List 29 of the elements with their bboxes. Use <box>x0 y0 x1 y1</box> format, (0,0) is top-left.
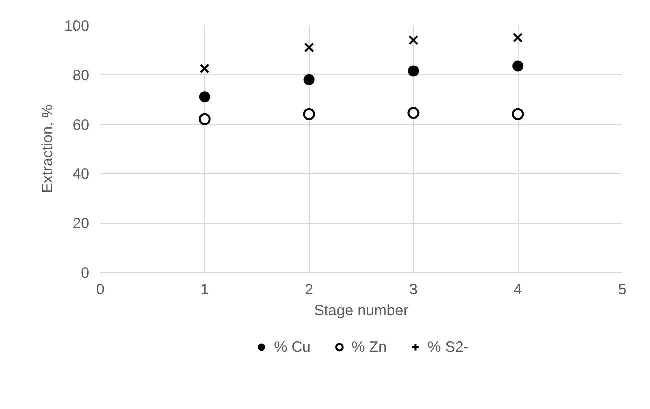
y-tick-label: 100 <box>64 18 90 35</box>
x-tick-label: 2 <box>305 282 314 298</box>
point <box>198 113 211 126</box>
y-tick-label: 0 <box>81 265 90 282</box>
point <box>199 92 210 103</box>
point <box>408 66 420 77</box>
y-tick-label: 60 <box>72 116 90 134</box>
point <box>408 107 420 120</box>
point <box>512 60 524 72</box>
point <box>512 108 524 120</box>
y-tick-label: 40 <box>72 166 90 184</box>
x-axis-title: Stage number <box>314 302 409 320</box>
x-tick-label: 5 <box>618 282 627 298</box>
legend-label: % Cu <box>274 338 311 356</box>
x-tick-label: 4 <box>514 282 522 298</box>
point <box>408 35 419 46</box>
y-axis-title: Extraction, % <box>39 104 56 194</box>
point <box>303 108 316 120</box>
legend-label: % S2- <box>428 338 469 356</box>
x-tick-label: 0 <box>96 282 105 298</box>
point <box>513 32 523 43</box>
point <box>304 42 314 53</box>
point <box>304 74 315 86</box>
legend-label: % Zn <box>352 338 387 356</box>
x-tick-label: 3 <box>410 282 418 298</box>
y-tick-label: 20 <box>72 216 90 233</box>
x-tick-label: 1 <box>200 282 210 298</box>
point <box>200 64 210 74</box>
y-tick-label: 80 <box>72 67 90 84</box>
